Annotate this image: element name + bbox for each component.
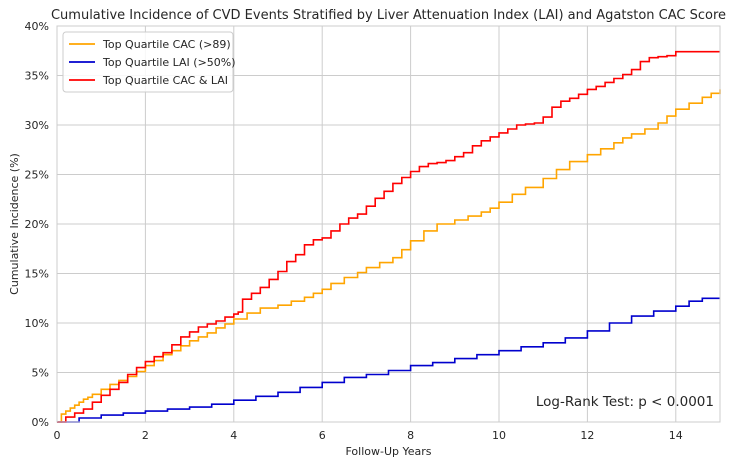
legend-entry: Top Quartile LAI (>50%) [102,56,236,69]
y-tick-label: 10% [25,317,49,330]
y-tick-label: 40% [25,20,49,33]
x-axis-label: Follow-Up Years [345,445,431,458]
plot-frame [56,25,721,423]
x-tick-label: 6 [319,429,326,442]
x-tick-labels: 0 2 4 6 8 10 12 14 [54,429,683,442]
chart-title: Cumulative Incidence of CVD Events Strat… [51,8,726,23]
y-tick-label: 5% [32,367,49,380]
y-tick-label: 30% [25,119,49,132]
y-tick-labels: 0% 5% 10% 15% 20% 25% 30% 35% 40% [25,20,49,429]
x-tick-label: 8 [407,429,414,442]
x-tick-label: 2 [142,429,149,442]
y-tick-label: 35% [25,70,49,83]
legend-entry: Top Quartile CAC & LAI [102,74,228,87]
y-axis-label: Cumulative Incidence (%) [8,153,21,295]
x-tick-label: 12 [580,429,594,442]
legend-entry: Top Quartile CAC (>89) [102,38,231,51]
x-tick-label: 0 [54,429,61,442]
series-line [57,50,720,423]
log-rank-annotation: Log-Rank Test: p < 0.0001 [536,394,714,410]
y-tick-label: 20% [25,218,49,231]
x-tick-label: 4 [230,429,237,442]
x-tick-label: 10 [492,429,506,442]
y-tick-label: 0% [32,416,49,429]
series-line [57,297,720,423]
y-tick-label: 25% [25,169,49,182]
legend-box [62,31,234,93]
x-tick-label: 14 [669,429,683,442]
y-tick-label: 15% [25,268,49,281]
axes [56,25,721,423]
legend: Top Quartile CAC (>89) Top Quartile LAI (… [62,31,236,93]
series-layer [57,50,721,423]
